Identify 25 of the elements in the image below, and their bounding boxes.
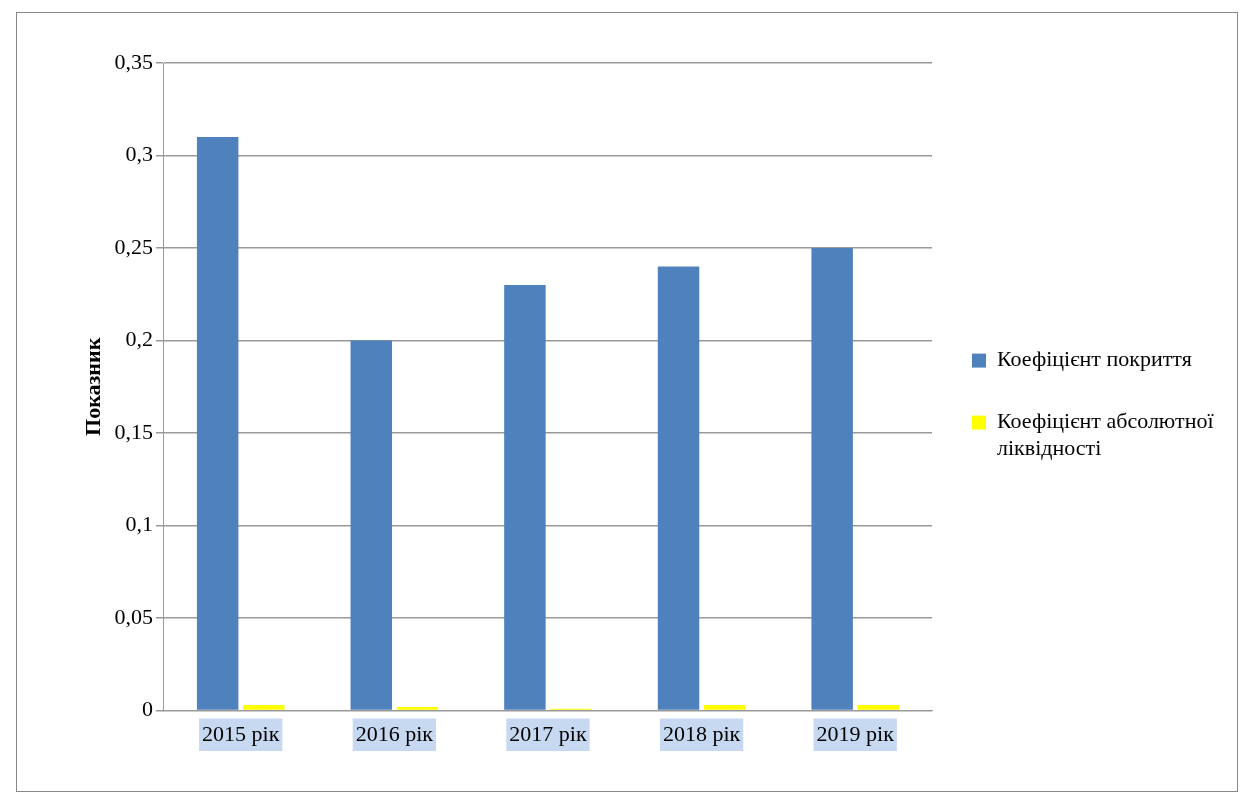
x-tick-label: 2019 рік <box>816 720 895 746</box>
y-axis-title: Показник <box>79 337 105 436</box>
bar <box>504 285 546 710</box>
y-tick-label: 0,35 <box>114 48 153 74</box>
y-tick-label: 0,1 <box>125 511 153 537</box>
y-tick-label: 0 <box>141 696 153 722</box>
x-tick-label: 2018 рік <box>662 720 741 746</box>
x-tick-label: 2017 рік <box>509 720 587 746</box>
x-tick-label: 2015 рік <box>202 720 280 746</box>
legend-label: Коефіцієнт абсолютної ліквідності <box>997 408 1215 460</box>
bar <box>243 705 285 710</box>
y-tick-label: 0,2 <box>125 326 153 352</box>
legend-label: Коефіцієнт покриття <box>997 346 1192 372</box>
bar <box>396 706 439 710</box>
y-tick-label: 0,3 <box>125 141 153 167</box>
y-tick-label: 0,15 <box>114 418 153 444</box>
bar <box>657 266 700 710</box>
y-tick-label: 0,05 <box>114 603 153 629</box>
bar <box>857 705 899 710</box>
bar <box>703 705 746 710</box>
bar <box>811 248 853 710</box>
x-tick-label: 2016 рік <box>355 720 434 746</box>
bar <box>350 340 393 710</box>
y-tick-label: 0,25 <box>114 233 153 259</box>
bar <box>196 137 239 710</box>
